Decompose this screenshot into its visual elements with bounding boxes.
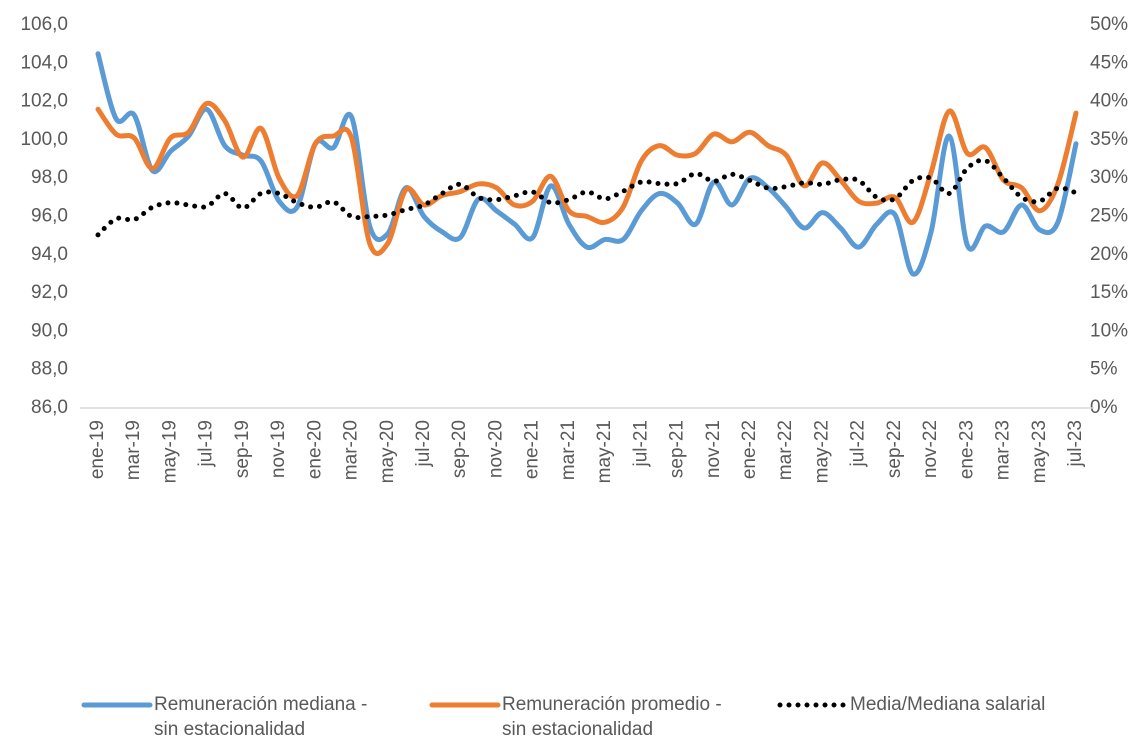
x-tick-label: mar-22 bbox=[775, 420, 796, 480]
y-tick-label: 90,0 bbox=[31, 320, 68, 341]
x-tick-label: ene-23 bbox=[956, 420, 977, 479]
legend-label: Media/Mediana salarial bbox=[850, 694, 1046, 715]
x-tick-label: jul-20 bbox=[413, 420, 434, 467]
x-tick-label: sep-20 bbox=[449, 420, 470, 478]
y2-tick-label: 45% bbox=[1090, 52, 1128, 73]
y-tick-label: 92,0 bbox=[31, 282, 68, 303]
x-tick-label: ene-19 bbox=[87, 420, 108, 479]
y-tick-label: 86,0 bbox=[31, 397, 68, 418]
x-tick-label: mar-23 bbox=[993, 420, 1014, 480]
y2-tick-label: 40% bbox=[1090, 91, 1128, 112]
x-tick-label: jul-22 bbox=[848, 420, 869, 467]
y2-tick-label: 25% bbox=[1090, 206, 1128, 227]
y-tick-label: 98,0 bbox=[31, 167, 68, 188]
legend-label: Remuneración mediana - sin estacionalida… bbox=[154, 694, 368, 740]
x-tick-label: mar-21 bbox=[558, 420, 579, 480]
x-tick-label: ene-20 bbox=[304, 420, 325, 479]
x-tick-label: may-22 bbox=[811, 420, 832, 483]
x-tick-label: may-20 bbox=[377, 420, 398, 483]
y-tick-label: 100,0 bbox=[20, 129, 68, 150]
x-tick-label: sep-22 bbox=[884, 420, 905, 478]
x-tick-label: sep-19 bbox=[232, 420, 253, 478]
x-tick-label: may-21 bbox=[594, 420, 615, 483]
legend-item: Media/Mediana salarial bbox=[776, 692, 1110, 717]
legend-swatch bbox=[81, 702, 153, 708]
x-tick-label: ene-22 bbox=[739, 420, 760, 479]
y2-tick-label: 50% bbox=[1090, 14, 1128, 35]
y2-tick-label: 5% bbox=[1090, 359, 1118, 380]
y-tick-label: 94,0 bbox=[31, 244, 68, 265]
series-line bbox=[95, 51, 1079, 277]
y-tick-label: 104,0 bbox=[20, 52, 68, 73]
y-tick-label: 96,0 bbox=[31, 206, 68, 227]
y-tick-label: 102,0 bbox=[20, 91, 68, 112]
x-tick-label: nov-19 bbox=[268, 420, 289, 478]
x-tick-label: nov-22 bbox=[920, 420, 941, 478]
x-tick-label: may-19 bbox=[159, 420, 180, 483]
x-tick-label: mar-20 bbox=[341, 420, 362, 480]
x-tick-label: ene-21 bbox=[522, 420, 543, 479]
y2-tick-label: 30% bbox=[1090, 167, 1128, 188]
x-tick-label: nov-21 bbox=[703, 420, 724, 478]
x-tick-label: jul-23 bbox=[1065, 420, 1086, 467]
x-tick-label: nov-20 bbox=[485, 420, 506, 478]
y2-tick-label: 0% bbox=[1090, 397, 1118, 418]
series-line bbox=[95, 100, 1079, 256]
x-tick-label: sep-21 bbox=[667, 420, 688, 478]
x-tick-label: mar-19 bbox=[123, 420, 144, 480]
y-tick-label: 88,0 bbox=[31, 359, 68, 380]
y2-tick-label: 15% bbox=[1090, 282, 1128, 303]
x-tick-label: jul-21 bbox=[630, 420, 651, 467]
x-tick-label: jul-19 bbox=[196, 420, 217, 467]
y2-tick-label: 10% bbox=[1090, 320, 1128, 341]
series-line bbox=[95, 157, 1079, 238]
legend-item: Remuneración promedio - sin estacionalid… bbox=[428, 692, 742, 742]
y2-tick-label: 20% bbox=[1090, 244, 1128, 265]
legend-item: Remuneración mediana - sin estacionalida… bbox=[80, 692, 394, 742]
y2-tick-label: 35% bbox=[1090, 129, 1128, 150]
legend-label: Remuneración promedio - sin estacionalid… bbox=[502, 694, 722, 740]
y-tick-label: 106,0 bbox=[20, 14, 68, 35]
legend-swatch bbox=[777, 702, 849, 708]
legend-swatch bbox=[429, 702, 501, 708]
x-tick-label: may-23 bbox=[1029, 420, 1050, 483]
